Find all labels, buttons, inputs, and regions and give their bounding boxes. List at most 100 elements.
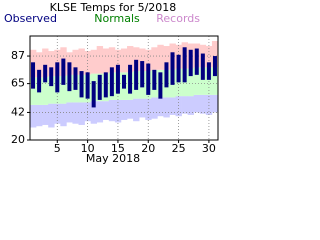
record-low-band (199, 94, 207, 114)
record-high-band (139, 48, 146, 72)
observed-bar (164, 62, 169, 88)
record-low-band (72, 102, 79, 124)
record-low-band (48, 103, 55, 128)
record-low-band (211, 94, 219, 113)
chart-title: KLSE Temps for 5/2018 (50, 1, 177, 14)
observed-bar (115, 64, 120, 94)
x-tick-label: 20 (141, 142, 155, 155)
normal-band (48, 76, 55, 104)
record-low-band (145, 98, 152, 120)
record-high-band (133, 47, 140, 72)
observed-bar (152, 69, 157, 90)
record-low-band (205, 94, 213, 115)
record-low-band (42, 104, 49, 125)
observed-bar (206, 62, 211, 80)
observed-bar (146, 63, 151, 95)
x-tick-label: 25 (172, 142, 186, 155)
observed-bar (103, 72, 108, 98)
record-high-band (120, 48, 128, 73)
observed-bar (134, 59, 139, 90)
record-high-band (157, 44, 164, 70)
observed-bar (37, 69, 42, 93)
legend-entry: Observed (4, 12, 57, 25)
observed-bar (170, 52, 175, 85)
y-tick-label: 20 (11, 133, 25, 146)
y-tick-label: 87 (11, 49, 25, 62)
observed-bar (43, 64, 48, 83)
record-high-band (114, 49, 122, 73)
record-high-band (108, 47, 116, 73)
observed-bar (109, 67, 114, 97)
observed-bar (31, 62, 36, 89)
observed-bar (188, 49, 193, 77)
record-low-band (187, 96, 195, 115)
record-low-band (30, 104, 37, 128)
record-low-band (102, 101, 110, 120)
record-low-band (163, 97, 170, 118)
plot-frame (29, 35, 219, 141)
record-low-band (127, 99, 134, 119)
record-high-band (84, 51, 91, 75)
observed-bar (176, 54, 181, 83)
normal-band (187, 68, 195, 97)
normal-band (60, 76, 67, 104)
observed-bar (200, 53, 205, 80)
record-high-band (96, 46, 104, 74)
observed-bar (85, 72, 90, 99)
record-low-band (78, 102, 85, 125)
observed-bar (67, 62, 72, 92)
x-axis-label: May 2018 (86, 152, 140, 165)
x-tick-label: 15 (111, 142, 125, 155)
normal-band (199, 67, 207, 95)
record-low-band (193, 94, 201, 113)
observed-bar (158, 72, 163, 99)
record-high-band (48, 51, 55, 77)
record-high-band (90, 49, 98, 74)
x-tick-label: 30 (202, 142, 216, 155)
record-low-band (157, 97, 164, 117)
observed-bar (91, 81, 96, 108)
record-high-band (36, 52, 43, 78)
record-high-band (211, 41, 219, 68)
record-low-band (139, 98, 146, 118)
observed-bar (212, 56, 217, 77)
normal-band (211, 67, 219, 95)
x-tick-label: 10 (81, 142, 95, 155)
legend-entry: Records (156, 12, 200, 25)
record-high-band (72, 49, 79, 75)
record-low-band (54, 103, 61, 124)
record-low-band (151, 97, 158, 119)
record-low-band (60, 103, 67, 127)
observed-bar (55, 62, 60, 93)
record-high-band (127, 46, 134, 73)
record-low-band (36, 104, 43, 127)
observed-bar (49, 67, 54, 87)
record-low-band (175, 96, 182, 117)
normal-band (30, 77, 37, 105)
record-low-band (181, 96, 188, 114)
observed-bar (61, 58, 66, 85)
chart: KLSE Temps for 5/2018 May 2018 Observed N… (4, 1, 219, 165)
legend-entry: Normals (94, 12, 140, 25)
normal-band (42, 77, 49, 105)
observed-bar (182, 47, 187, 83)
record-high-band (42, 48, 49, 78)
x-tick-label: 5 (54, 142, 61, 155)
y-tick-label: 42 (11, 105, 25, 118)
record-high-band (163, 46, 170, 70)
normal-band (193, 67, 201, 95)
record-low-band (96, 101, 104, 123)
record-low-band (108, 99, 116, 122)
observed-bar (194, 48, 199, 75)
record-low-band (133, 98, 140, 122)
observed-bar (140, 61, 145, 88)
observed-bar (79, 71, 84, 98)
observed-bar (122, 74, 126, 89)
record-high-band (205, 46, 213, 68)
observed-bar (97, 74, 102, 100)
observed-bar (128, 64, 133, 94)
record-high-band (151, 47, 158, 70)
record-high-band (102, 48, 110, 74)
record-low-band (120, 99, 128, 120)
record-high-band (78, 48, 85, 75)
